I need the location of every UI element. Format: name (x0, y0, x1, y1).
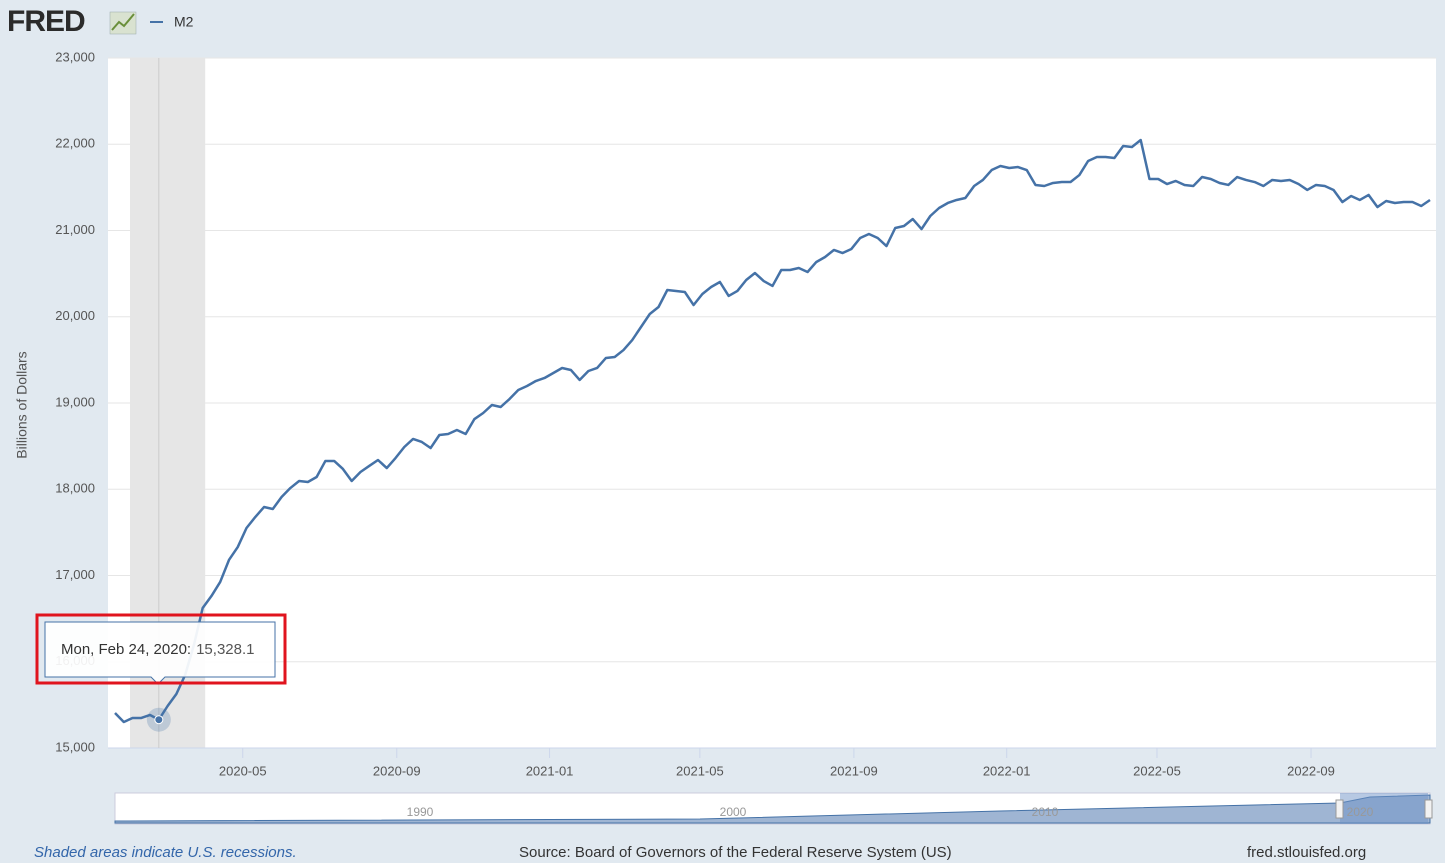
navigator-selection[interactable] (1340, 793, 1428, 824)
navigator-handle[interactable] (1424, 799, 1433, 819)
x-tick-label: 2020-09 (373, 763, 421, 778)
legend-label: M2 (174, 14, 194, 30)
tooltip-text: Mon, Feb 24, 2020: 15,328.1 (61, 641, 254, 658)
y-tick-label: 19,000 (55, 394, 95, 409)
navigator-label: 2000 (720, 805, 747, 819)
logo[interactable]: FRED (7, 5, 86, 38)
navigator-label: 2020 (1347, 805, 1374, 819)
y-tick-label: 15,000 (55, 739, 95, 754)
y-tick-label: 23,000 (55, 49, 95, 64)
x-tick-label: 2020-05 (219, 763, 267, 778)
navigator-label: 2010 (1032, 805, 1059, 819)
x-tick-label: 2022-05 (1133, 763, 1181, 778)
site[interactable]: fred.stlouisfed.org (1247, 844, 1366, 861)
series-line (114, 138, 1431, 724)
y-tick-label: 21,000 (55, 222, 95, 237)
logo-icon (109, 11, 137, 35)
x-tick-label: 2021-09 (830, 763, 878, 778)
hover-point (154, 715, 164, 725)
y-tick-label: 20,000 (55, 308, 95, 323)
navigator: 1990 2000 2010 2020 (114, 792, 1433, 825)
y-axis-title: Billions of Dollars (14, 351, 30, 458)
highlight-box (35, 613, 287, 685)
y-tick-label: 18,000 (55, 481, 95, 496)
x-tick-label: 2022-09 (1287, 763, 1335, 778)
navigator-label: 1990 (407, 805, 434, 819)
tooltip-date: Mon, Feb 24, 2020: (61, 641, 191, 658)
x-tick-label: 2022-01 (983, 763, 1031, 778)
tooltip-value: 15,328.1 (196, 641, 254, 658)
navigator-handle[interactable] (1335, 799, 1344, 819)
x-tick-label: 2021-01 (526, 763, 574, 778)
recession-note: Shaded areas indicate U.S. recessions. (34, 844, 297, 861)
y-tick-label: 22,000 (55, 136, 95, 151)
y-tick-label: 17,000 (55, 567, 95, 582)
x-tick-label: 2021-05 (676, 763, 724, 778)
source: Source: Board of Governors of the Federa… (519, 844, 952, 861)
tooltip-box (44, 621, 276, 685)
